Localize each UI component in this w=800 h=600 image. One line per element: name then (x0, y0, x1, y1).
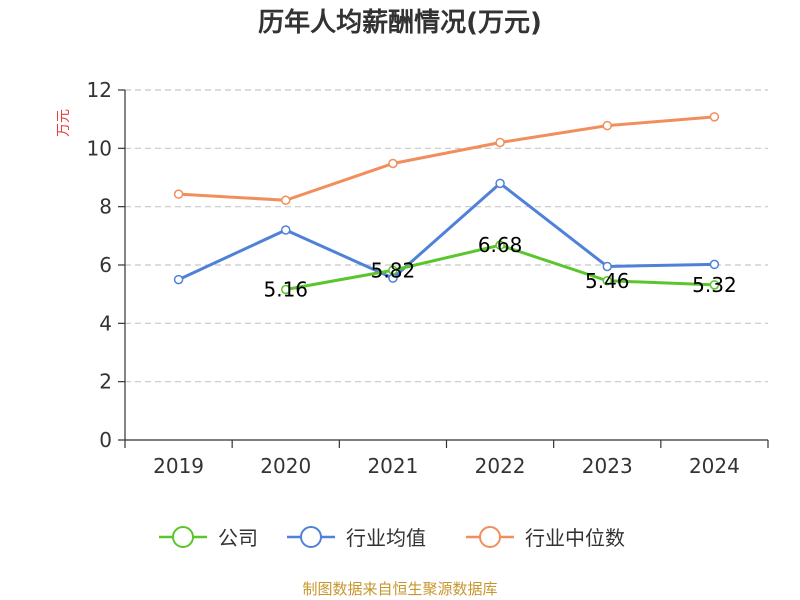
x-tick-label: 2021 (367, 454, 418, 478)
y-tick-label: 2 (99, 370, 112, 394)
data-point (495, 137, 505, 148)
data-point (495, 178, 505, 189)
x-tick-label: 2022 (475, 454, 526, 478)
series-line-1 (177, 181, 715, 281)
y-tick-label: 12 (87, 78, 112, 102)
x-tick-label: 2023 (582, 454, 633, 478)
data-point (709, 259, 720, 270)
y-axis-label: 万元 (56, 109, 72, 137)
legend-item-1[interactable]: 行业均值 (287, 526, 426, 550)
data-point (281, 284, 291, 295)
data-label: 6.68 (478, 233, 523, 257)
grid-lines (125, 89, 768, 383)
data-point (388, 265, 398, 275)
axes: 0 2 4 6 8 10 12 2019 2020 2021 2022 2023 2024 (87, 78, 769, 478)
data-point (173, 274, 184, 285)
legend-item-2[interactable]: 行业中位数 (466, 526, 625, 550)
data-point (495, 240, 505, 250)
y-tick-label: 8 (99, 195, 112, 219)
legend-label: 行业中位数 (525, 526, 625, 550)
data-point (173, 189, 184, 199)
legend-label: 行业均值 (346, 526, 426, 550)
data-point (602, 276, 612, 286)
y-tick-label: 4 (99, 311, 112, 335)
data-point (709, 112, 720, 122)
data-point (281, 195, 291, 205)
data-point (602, 120, 612, 131)
data-point (388, 158, 398, 169)
x-tick-label: 2024 (689, 454, 740, 478)
series-lines (173, 112, 720, 295)
data-label: 5.82 (371, 258, 416, 282)
data-label: 5.32 (692, 273, 737, 297)
legend[interactable]: 公司 行业均值 行业中位数 (159, 526, 625, 550)
legend-marker (300, 526, 322, 548)
chart-title: 历年人均薪酬情况(万元) (258, 7, 542, 38)
legend-marker (172, 526, 194, 548)
x-tick-label: 2019 (153, 454, 204, 478)
legend-marker (479, 526, 501, 548)
data-point (602, 261, 612, 272)
legend-label: 公司 (218, 526, 258, 550)
data-label: 5.16 (263, 278, 308, 302)
y-tick-label: 0 (99, 428, 112, 452)
y-tick-label: 6 (99, 253, 112, 277)
legend-item-0[interactable]: 公司 (159, 526, 258, 550)
source-note: 制图数据来自恒生聚源数据库 (302, 580, 497, 598)
data-label: 5.46 (585, 269, 630, 293)
data-point (281, 225, 291, 235)
x-tick-label: 2020 (260, 454, 311, 478)
y-tick-label: 10 (87, 136, 112, 160)
data-point (709, 280, 720, 290)
series-line-2 (178, 115, 715, 202)
data-labels: 5.16 5.82 6.68 5.46 5.32 (263, 233, 736, 301)
